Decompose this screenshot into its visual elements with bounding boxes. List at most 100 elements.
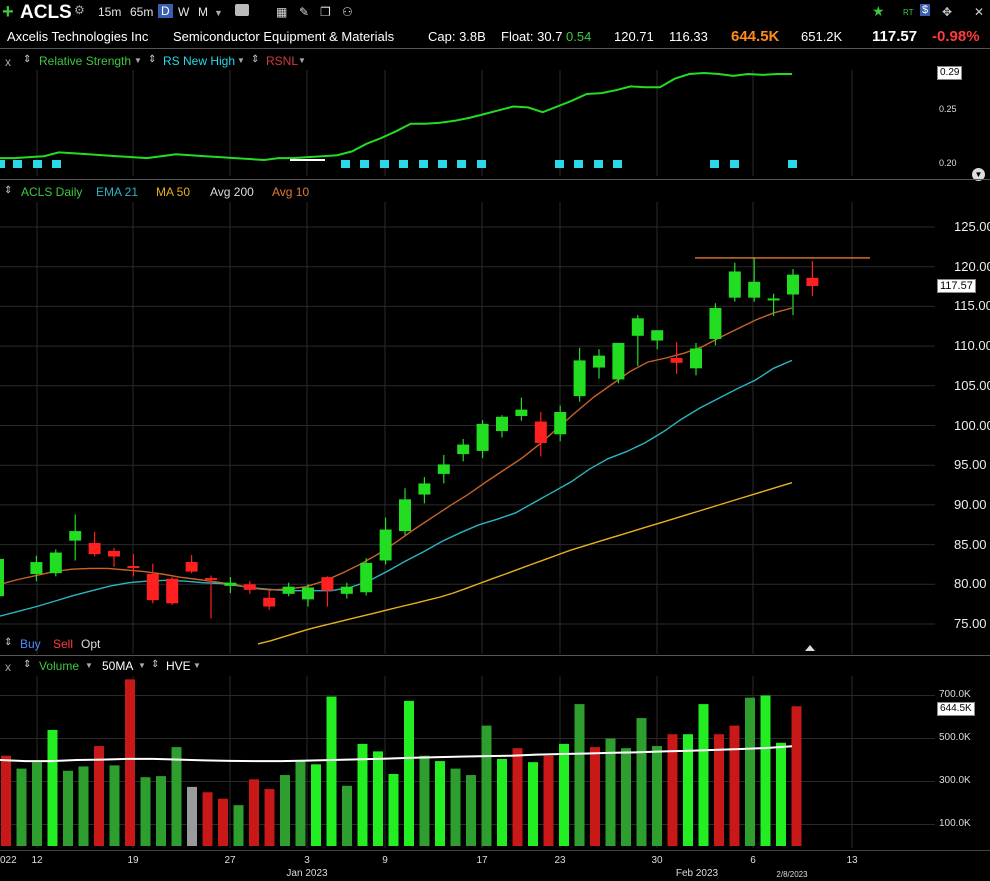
volume-bar <box>776 742 786 846</box>
chevron-down-icon[interactable]: ▼ <box>138 661 146 670</box>
updown-icon[interactable]: ⇕ <box>148 54 157 65</box>
price-legend-avg10[interactable]: Avg 10 <box>272 185 310 199</box>
volume-bar <box>32 762 42 846</box>
price-legend-ema21[interactable]: EMA 21 <box>96 185 139 199</box>
candle-body <box>534 421 547 443</box>
buy-button[interactable]: Buy <box>20 637 41 651</box>
rs-new-high-marker <box>33 160 42 168</box>
close-icon[interactable]: ✕ <box>974 5 985 19</box>
calculator-icon[interactable]: ▦ <box>276 5 288 19</box>
price-legend-daily[interactable]: ACLS Daily <box>21 185 83 199</box>
volume-close-button[interactable]: x <box>5 660 11 674</box>
chevron-down-icon[interactable]: ▼ <box>214 8 223 18</box>
volume-bar <box>528 762 538 846</box>
price-axis-label: 120.00 <box>954 258 990 274</box>
volume-bar <box>745 697 755 846</box>
rs-legend-relative-strength[interactable]: Relative Strength <box>39 54 132 68</box>
updown-icon[interactable]: ⇕ <box>151 659 160 670</box>
symbol-input[interactable]: ACLS <box>20 2 72 23</box>
volume-legend-volume[interactable]: Volume <box>39 659 80 673</box>
opt-button[interactable]: Opt <box>81 637 101 651</box>
divider <box>0 48 990 49</box>
interval-m[interactable]: M <box>198 5 208 19</box>
candle-body <box>399 499 411 532</box>
candle-body <box>593 355 605 368</box>
volume-bar <box>125 679 135 846</box>
price-axis-label: 115.00 <box>954 298 990 314</box>
candle-body <box>554 412 567 435</box>
volume-50ma-line <box>0 745 793 763</box>
candle-body <box>437 464 450 474</box>
chevron-down-icon[interactable]: ▼ <box>85 661 93 670</box>
move-icon[interactable]: ✥ <box>942 5 953 19</box>
rs-legend-new-high[interactable]: RS New High <box>163 54 236 68</box>
sell-button[interactable]: Sell <box>53 637 74 651</box>
volume-chart <box>0 676 935 848</box>
volume-bar <box>590 747 600 846</box>
price-legend-ma50[interactable]: MA 50 <box>156 185 191 199</box>
chevron-down-icon[interactable]: ▼ <box>298 56 306 65</box>
rs-close-button[interactable]: x <box>5 55 11 69</box>
volume-bar <box>636 718 647 846</box>
candle-body <box>108 550 120 557</box>
updown-icon[interactable]: ⇕ <box>4 185 13 196</box>
x-axis-month: Feb 2023 <box>676 868 719 879</box>
candle-body <box>496 416 508 432</box>
chevron-down-icon[interactable]: ▼ <box>237 56 245 65</box>
divider <box>0 179 990 180</box>
volume-bar <box>156 776 166 846</box>
rs-new-high-marker <box>0 160 5 168</box>
x-axis: 022 12 19 27 3 9 17 23 30 6 13 Jan 2023 Feb 2023 2/8/… <box>0 855 858 879</box>
plus-icon[interactable]: + <box>2 1 14 23</box>
chevron-down-icon[interactable]: ▼ <box>972 168 985 181</box>
chart-settings-icon[interactable]: ⚙ <box>74 3 85 17</box>
volume-bar <box>435 761 445 846</box>
updown-icon[interactable]: ⇕ <box>4 637 13 648</box>
x-axis-month: Jan 2023 <box>286 868 328 879</box>
price-axis-label: 100.00 <box>954 417 990 433</box>
interval-15m[interactable]: 15m <box>98 5 122 19</box>
interval-w[interactable]: W <box>178 5 190 19</box>
volume-bar <box>512 748 523 846</box>
rs-legend-rsnl[interactable]: RSNL <box>266 54 299 68</box>
rs-new-high-marker <box>574 160 583 168</box>
pencil-icon[interactable]: ✎ <box>299 5 310 19</box>
rs-new-high-marker <box>360 160 369 168</box>
candle-body <box>302 587 314 600</box>
volume-bar <box>311 764 321 846</box>
candle-body <box>651 330 664 341</box>
volume-bar <box>543 755 554 846</box>
candle-body <box>49 552 62 574</box>
interval-65m[interactable]: 65m <box>130 5 154 19</box>
candle-body <box>166 578 179 604</box>
candle-body <box>690 348 702 369</box>
rs-new-high-marker <box>594 160 603 168</box>
volume-bar <box>233 805 244 846</box>
volume-bar <box>373 751 383 846</box>
float-value: Float: 30.7 <box>501 29 563 44</box>
updown-icon[interactable]: ⇕ <box>23 54 32 65</box>
candle-body <box>263 597 276 607</box>
dollar-icon[interactable]: $ <box>920 4 931 16</box>
share-icon[interactable]: ⚇ <box>342 5 353 19</box>
chevron-down-icon[interactable]: ▼ <box>134 56 142 65</box>
price-change: -0.98% <box>932 28 980 45</box>
company-name: Axcelis Technologies Inc <box>7 29 149 44</box>
text-tool-icon[interactable] <box>235 4 249 16</box>
candle-body <box>224 582 237 586</box>
volume-bar <box>342 785 352 846</box>
updown-icon[interactable]: ⇕ <box>23 659 32 670</box>
copy-icon[interactable]: ❐ <box>320 5 331 19</box>
rs-new-high-marker <box>341 160 350 168</box>
volume-bar <box>16 768 27 846</box>
interval-d[interactable]: D <box>158 4 173 18</box>
updown-icon[interactable]: ⇕ <box>251 54 260 65</box>
star-icon[interactable]: ★ <box>872 3 885 19</box>
candle-body <box>418 483 431 495</box>
volume-legend-hve[interactable]: HVE <box>166 659 191 673</box>
price-legend-avg200[interactable]: Avg 200 <box>210 185 254 199</box>
volume-legend-50ma[interactable]: 50MA <box>102 659 134 673</box>
chevron-down-icon[interactable]: ▼ <box>193 661 201 670</box>
rs-new-high-marker <box>52 160 61 168</box>
rs-new-high-marker <box>613 160 622 168</box>
